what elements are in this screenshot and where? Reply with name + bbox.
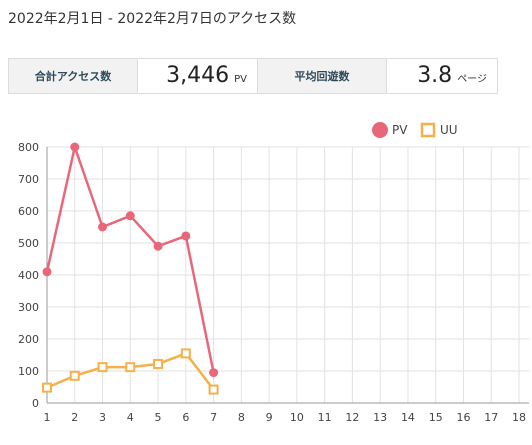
x-tick-label: 16: [456, 411, 470, 424]
x-tick-label: 6: [182, 411, 189, 424]
data-point-uu: [97, 362, 108, 373]
x-tick-label: 14: [401, 411, 415, 424]
y-tick-label: 800: [18, 141, 39, 154]
x-tick-label: 3: [99, 411, 106, 424]
total-access-label: 合計アクセス数: [9, 59, 138, 93]
x-tick-label: 11: [318, 411, 332, 424]
stats-panel: 合計アクセス数 3,446 PV 平均回遊数 3.8 ページ: [8, 58, 498, 94]
legend-marker-uu: [420, 122, 436, 138]
x-tick-label: 9: [266, 411, 273, 424]
avg-pages-unit: ページ: [457, 74, 487, 85]
total-access-number: 3,446: [166, 63, 230, 88]
data-point-uu: [180, 348, 191, 359]
total-access-unit: PV: [234, 74, 247, 85]
y-tick-label: 300: [18, 301, 39, 314]
y-tick-label: 200: [18, 333, 39, 346]
y-tick-label: 400: [18, 269, 39, 282]
data-point-pv: [125, 211, 135, 221]
data-point-pv: [209, 368, 219, 378]
x-tick-label: 15: [429, 411, 443, 424]
avg-pages-number: 3.8: [417, 63, 453, 88]
data-point-pv: [42, 267, 52, 277]
x-tick-label: 17: [484, 411, 498, 424]
x-tick-label: 18: [512, 411, 526, 424]
y-tick-label: 0: [32, 397, 39, 410]
y-tick-label: 500: [18, 237, 39, 250]
total-access-value: 3,446 PV: [138, 59, 258, 93]
x-tick-label: 5: [155, 411, 162, 424]
x-tick-label: 13: [373, 411, 387, 424]
data-point-uu: [153, 358, 164, 369]
data-point-pv: [153, 241, 163, 251]
legend-marker-pv: [372, 122, 388, 138]
data-point-uu: [42, 382, 52, 393]
legend-label-uu: UU: [440, 123, 458, 137]
page-title: 2022年2月1日 - 2022年2月7日のアクセス数: [8, 11, 297, 27]
y-tick-label: 100: [18, 365, 39, 378]
x-tick-label: 2: [71, 411, 78, 424]
data-point-pv: [98, 222, 108, 232]
data-point-uu: [125, 362, 136, 373]
x-tick-label: 4: [127, 411, 134, 424]
avg-pages-label: 平均回遊数: [258, 59, 387, 93]
data-point-pv: [70, 142, 80, 152]
x-tick-label: 10: [290, 411, 304, 424]
x-tick-label: 1: [44, 411, 51, 424]
y-tick-label: 700: [18, 173, 39, 186]
legend-label-pv: PV: [392, 123, 408, 137]
data-point-uu: [208, 384, 219, 395]
avg-pages-value: 3.8 ページ: [387, 59, 497, 93]
data-point-uu: [69, 370, 80, 381]
x-tick-label: 8: [238, 411, 245, 424]
data-point-pv: [181, 231, 191, 241]
x-tick-label: 12: [345, 411, 359, 424]
y-tick-label: 600: [18, 205, 39, 218]
x-tick-label: 7: [210, 411, 217, 424]
